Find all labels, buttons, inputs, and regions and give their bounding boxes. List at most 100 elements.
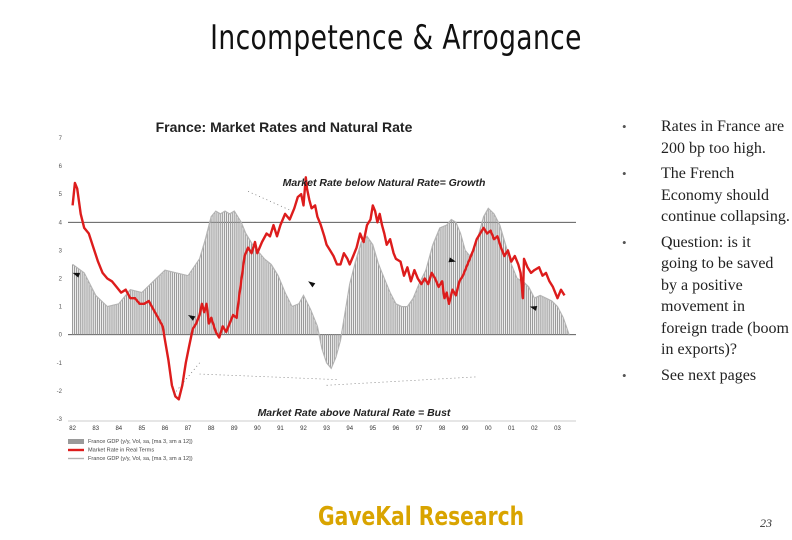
gdp-bar <box>245 233 247 335</box>
gdp-bar <box>260 255 262 335</box>
gdp-bar <box>72 264 74 335</box>
gdp-bar <box>533 298 535 335</box>
gdp-bar <box>170 271 172 335</box>
gdp-bar <box>358 248 360 335</box>
gdp-bar <box>468 255 470 335</box>
gdp-bar <box>504 244 507 335</box>
gavekal-logo: GaveKal Research <box>318 502 525 532</box>
gdp-bar <box>516 278 518 335</box>
gdp-bar <box>137 291 139 335</box>
gdp-bar <box>316 325 318 335</box>
bullet-item: • The French Economy should continue coll… <box>622 163 790 228</box>
gdp-bar <box>125 294 127 335</box>
gdp-bar <box>426 267 428 335</box>
gdp-bar <box>266 261 268 335</box>
gdp-bar <box>356 255 358 335</box>
gdp-bar <box>524 283 526 335</box>
x-tick-label: 82 <box>69 426 76 432</box>
gdp-bar <box>501 231 503 335</box>
gdp-bar <box>264 259 266 335</box>
gdp-bar <box>199 258 201 335</box>
gdp-bar <box>564 323 566 335</box>
gdp-bar <box>551 300 553 335</box>
gdp-bar <box>237 217 239 335</box>
gdp-bar <box>389 292 391 335</box>
gdp-bar <box>545 298 547 335</box>
gdp-bar <box>120 301 122 335</box>
gdp-bar <box>187 275 189 335</box>
gdp-bar <box>283 290 285 335</box>
arrow-icon-head <box>448 257 456 263</box>
gdp-bar <box>147 286 149 335</box>
gdp-bar <box>295 305 297 335</box>
gdp-bar <box>166 270 168 335</box>
bullet-dot-icon: • <box>622 367 627 383</box>
gdp-bar <box>352 269 355 335</box>
gdp-bar <box>474 246 476 335</box>
x-tick-label: 94 <box>346 426 353 432</box>
gdp-bar <box>404 306 407 335</box>
gdp-bar <box>499 225 501 335</box>
y-tick-label: 7 <box>59 136 63 142</box>
gdp-bar <box>478 234 480 335</box>
gdp-bar <box>200 252 203 335</box>
gdp-bar <box>553 302 555 335</box>
legend-label: France GDP (y/y, Vol, sa, [ma 3, sm a 12… <box>88 456 193 462</box>
gdp-bar <box>381 273 383 335</box>
gdp-bar <box>362 240 364 335</box>
y-tick-label: 1 <box>59 305 63 311</box>
gdp-bar <box>385 283 387 335</box>
gdp-bar <box>447 223 449 335</box>
gdp-bar <box>379 269 381 335</box>
y-tick-label: -2 <box>57 389 63 395</box>
gdp-bar <box>497 221 499 335</box>
legend-swatch-bar <box>68 439 84 444</box>
gdp-bar <box>162 271 164 335</box>
chart-title: France: Market Rates and Natural Rate <box>156 119 413 135</box>
gdp-bar <box>214 211 216 335</box>
gdp-bar <box>77 268 79 335</box>
gdp-bar <box>537 296 539 335</box>
gdp-bar <box>206 231 208 335</box>
gdp-bar <box>112 305 114 335</box>
x-tick-label: 84 <box>115 426 122 432</box>
gdp-bar <box>293 305 295 335</box>
gdp-bar <box>418 284 420 335</box>
x-tick-label: 03 <box>554 426 561 432</box>
gdp-bar <box>322 334 324 352</box>
arrow-icon-head <box>188 315 196 321</box>
gdp-bar <box>485 211 487 335</box>
gdp-bar <box>110 305 112 335</box>
gdp-bar <box>406 306 408 335</box>
gdp-bar <box>143 290 145 335</box>
gdp-bar <box>345 307 347 335</box>
gdp-bar <box>529 290 532 335</box>
gdp-bar <box>216 211 218 335</box>
gdp-bar <box>291 306 293 335</box>
gdp-bar <box>95 295 97 335</box>
gdp-bar <box>258 252 260 335</box>
gdp-bar <box>339 334 341 342</box>
gdp-bar <box>222 212 224 335</box>
gdp-bar <box>89 284 91 335</box>
slide-title: Incompetence & Arrogance <box>210 18 582 58</box>
gdp-bar <box>160 273 162 335</box>
bullet-text: Question: is it going to be saved by a p… <box>661 233 789 359</box>
x-tick-label: 95 <box>369 426 376 432</box>
x-tick-label: 96 <box>393 426 400 432</box>
gdp-bar <box>351 276 353 335</box>
gdp-bar <box>250 242 253 335</box>
bullet-item: • See next pages <box>622 365 790 387</box>
gdp-bar <box>408 303 410 335</box>
gdp-bar <box>416 288 418 335</box>
gdp-bar <box>81 271 83 335</box>
gdp-bar <box>364 238 366 335</box>
gdp-bar <box>145 288 147 335</box>
gdp-bar <box>116 304 118 335</box>
gdp-bar <box>506 251 508 335</box>
gdp-bar <box>275 273 278 335</box>
gdp-bar <box>100 300 102 335</box>
gdp-bar <box>91 287 93 335</box>
gdp-bar <box>331 334 333 366</box>
y-tick-label: -3 <box>57 417 63 423</box>
